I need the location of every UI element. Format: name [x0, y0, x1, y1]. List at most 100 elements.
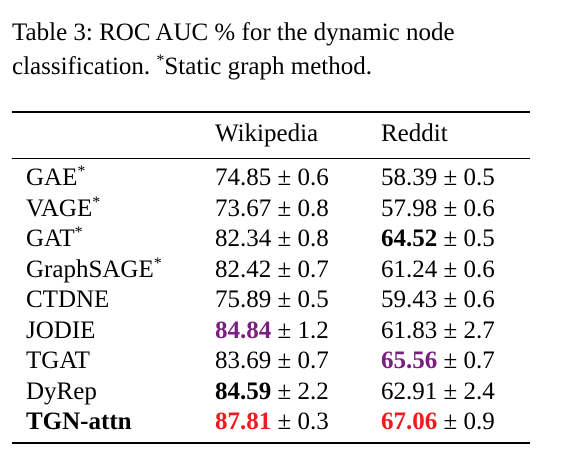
- wikipedia-mean: 83.69: [215, 347, 272, 374]
- reddit-mean: 61.24: [381, 255, 438, 283]
- plus-minus: ±: [443, 316, 458, 344]
- static-star: *: [92, 193, 101, 211]
- reddit-mean: 58.39: [381, 164, 438, 191]
- plus-minus: ±: [443, 377, 458, 405]
- table-row: GAE* 74.85 ± 0.6 58.39 ± 0.5: [12, 163, 530, 194]
- wikipedia-std: 0.8: [297, 194, 329, 222]
- method-cell: JODIE: [26, 316, 95, 347]
- method-name: TGN-attn: [26, 408, 132, 435]
- wikipedia-cell: 74.85 ± 0.6: [215, 163, 329, 194]
- reddit-mean: 59.43: [381, 286, 438, 313]
- method-cell: DyRep: [26, 377, 97, 408]
- reddit-mean: 61.83: [381, 316, 438, 344]
- wikipedia-mean: 73.67: [215, 194, 272, 222]
- top-rule: [12, 111, 530, 113]
- reddit-cell: 61.83 ± 2.7: [381, 316, 495, 347]
- table-row: GAT* 82.34 ± 0.8 64.52 ± 0.5: [12, 224, 530, 255]
- caption-prefix: Table 3: ROC AUC % for the dynamic node …: [12, 19, 455, 80]
- method-name: GAT: [26, 225, 75, 252]
- method-name: CTDNE: [26, 286, 110, 313]
- table-row: VAGE* 73.67 ± 0.8 57.98 ± 0.6: [12, 194, 530, 225]
- plus-minus: ±: [443, 286, 458, 313]
- wikipedia-cell: 82.42 ± 0.7: [215, 255, 329, 286]
- plus-minus: ±: [277, 408, 292, 435]
- table-row: GraphSAGE* 82.42 ± 0.7 61.24 ± 0.6: [12, 255, 530, 286]
- caption-suffix: Static graph method.: [164, 53, 372, 80]
- method-cell: TGAT: [26, 346, 90, 377]
- reddit-mean-best: 64.52: [381, 225, 438, 252]
- reddit-std: 2.4: [463, 377, 495, 405]
- plus-minus: ±: [443, 164, 458, 191]
- table-caption: Table 3: ROC AUC % for the dynamic node …: [12, 16, 582, 84]
- reddit-std: 0.9: [463, 408, 495, 435]
- wikipedia-cell: 83.69 ± 0.7: [215, 346, 329, 377]
- method-name: GraphSAGE: [26, 255, 154, 283]
- wikipedia-std: 0.7: [297, 255, 329, 283]
- static-star: *: [74, 224, 83, 241]
- wikipedia-cell: 82.34 ± 0.8: [215, 224, 329, 255]
- reddit-cell: 65.56 ± 0.7: [381, 346, 495, 377]
- table-body: GAE* 74.85 ± 0.6 58.39 ± 0.5 VAGE* 73.67…: [12, 163, 530, 438]
- wikipedia-mean-best: 84.59: [215, 377, 272, 405]
- method-name: VAGE: [26, 194, 93, 222]
- plus-minus: ±: [443, 408, 458, 435]
- wikipedia-mean-top: 87.81: [215, 408, 272, 435]
- reddit-cell: 62.91 ± 2.4: [381, 377, 495, 408]
- wikipedia-cell: 73.67 ± 0.8: [215, 194, 329, 225]
- wikipedia-std: 0.8: [297, 225, 329, 252]
- table-row: TGAT 83.69 ± 0.7 65.56 ± 0.7: [12, 346, 530, 377]
- table-row: JODIE 84.84 ± 1.2 61.83 ± 2.7: [12, 316, 530, 347]
- bottom-rule: [12, 442, 530, 444]
- reddit-cell: 61.24 ± 0.6: [381, 255, 495, 286]
- wikipedia-cell: 87.81 ± 0.3: [215, 407, 329, 438]
- wikipedia-std: 0.7: [297, 347, 329, 374]
- method-cell: VAGE*: [26, 194, 100, 225]
- method-cell: CTDNE: [26, 285, 109, 316]
- method-name: TGAT: [26, 347, 90, 374]
- plus-minus: ±: [443, 225, 458, 252]
- wikipedia-mean: 75.89: [215, 286, 272, 313]
- static-star: *: [153, 254, 162, 272]
- reddit-cell: 64.52 ± 0.5: [381, 224, 495, 255]
- reddit-cell: 59.43 ± 0.6: [381, 285, 495, 316]
- plus-minus: ±: [277, 255, 292, 283]
- plus-minus: ±: [277, 164, 292, 191]
- static-star: *: [77, 163, 86, 180]
- reddit-cell: 67.06 ± 0.9: [381, 407, 495, 438]
- method-name: JODIE: [26, 316, 96, 344]
- wikipedia-std: 0.3: [297, 408, 329, 435]
- plus-minus: ±: [277, 225, 292, 252]
- plus-minus: ±: [277, 347, 292, 374]
- plus-minus: ±: [277, 377, 292, 405]
- reddit-mean: 57.98: [381, 194, 438, 222]
- reddit-mean-top: 67.06: [381, 408, 438, 435]
- method-name: DyRep: [26, 377, 97, 405]
- reddit-std: 0.6: [463, 194, 495, 222]
- reddit-std: 2.7: [463, 316, 495, 344]
- reddit-cell: 58.39 ± 0.5: [381, 163, 495, 194]
- method-cell: TGN-attn: [26, 407, 132, 438]
- table-row: CTDNE 75.89 ± 0.5 59.43 ± 0.6: [12, 285, 530, 316]
- wikipedia-mean-second: 84.84: [215, 316, 272, 344]
- plus-minus: ±: [443, 347, 458, 374]
- reddit-std: 0.6: [463, 255, 495, 283]
- method-cell: GAT*: [26, 224, 83, 255]
- wikipedia-cell: 75.89 ± 0.5: [215, 285, 329, 316]
- mid-rule: [12, 158, 530, 159]
- wikipedia-std: 0.5: [297, 286, 329, 313]
- reddit-mean-second: 65.56: [381, 347, 438, 374]
- wikipedia-mean: 82.42: [215, 255, 272, 283]
- wikipedia-std: 1.2: [297, 316, 329, 344]
- table-row: TGN-attn 87.81 ± 0.3 67.06 ± 0.9: [12, 407, 530, 438]
- plus-minus: ±: [277, 194, 292, 222]
- method-cell: GAE*: [26, 163, 85, 194]
- reddit-cell: 57.98 ± 0.6: [381, 194, 495, 225]
- plus-minus: ±: [443, 194, 458, 222]
- wikipedia-mean: 74.85: [215, 164, 272, 191]
- plus-minus: ±: [277, 316, 292, 344]
- header-wikipedia: Wikipedia: [215, 120, 319, 147]
- reddit-std: 0.6: [463, 286, 495, 313]
- wikipedia-mean: 82.34: [215, 225, 272, 252]
- plus-minus: ±: [277, 286, 292, 313]
- caption-star: *: [156, 52, 165, 69]
